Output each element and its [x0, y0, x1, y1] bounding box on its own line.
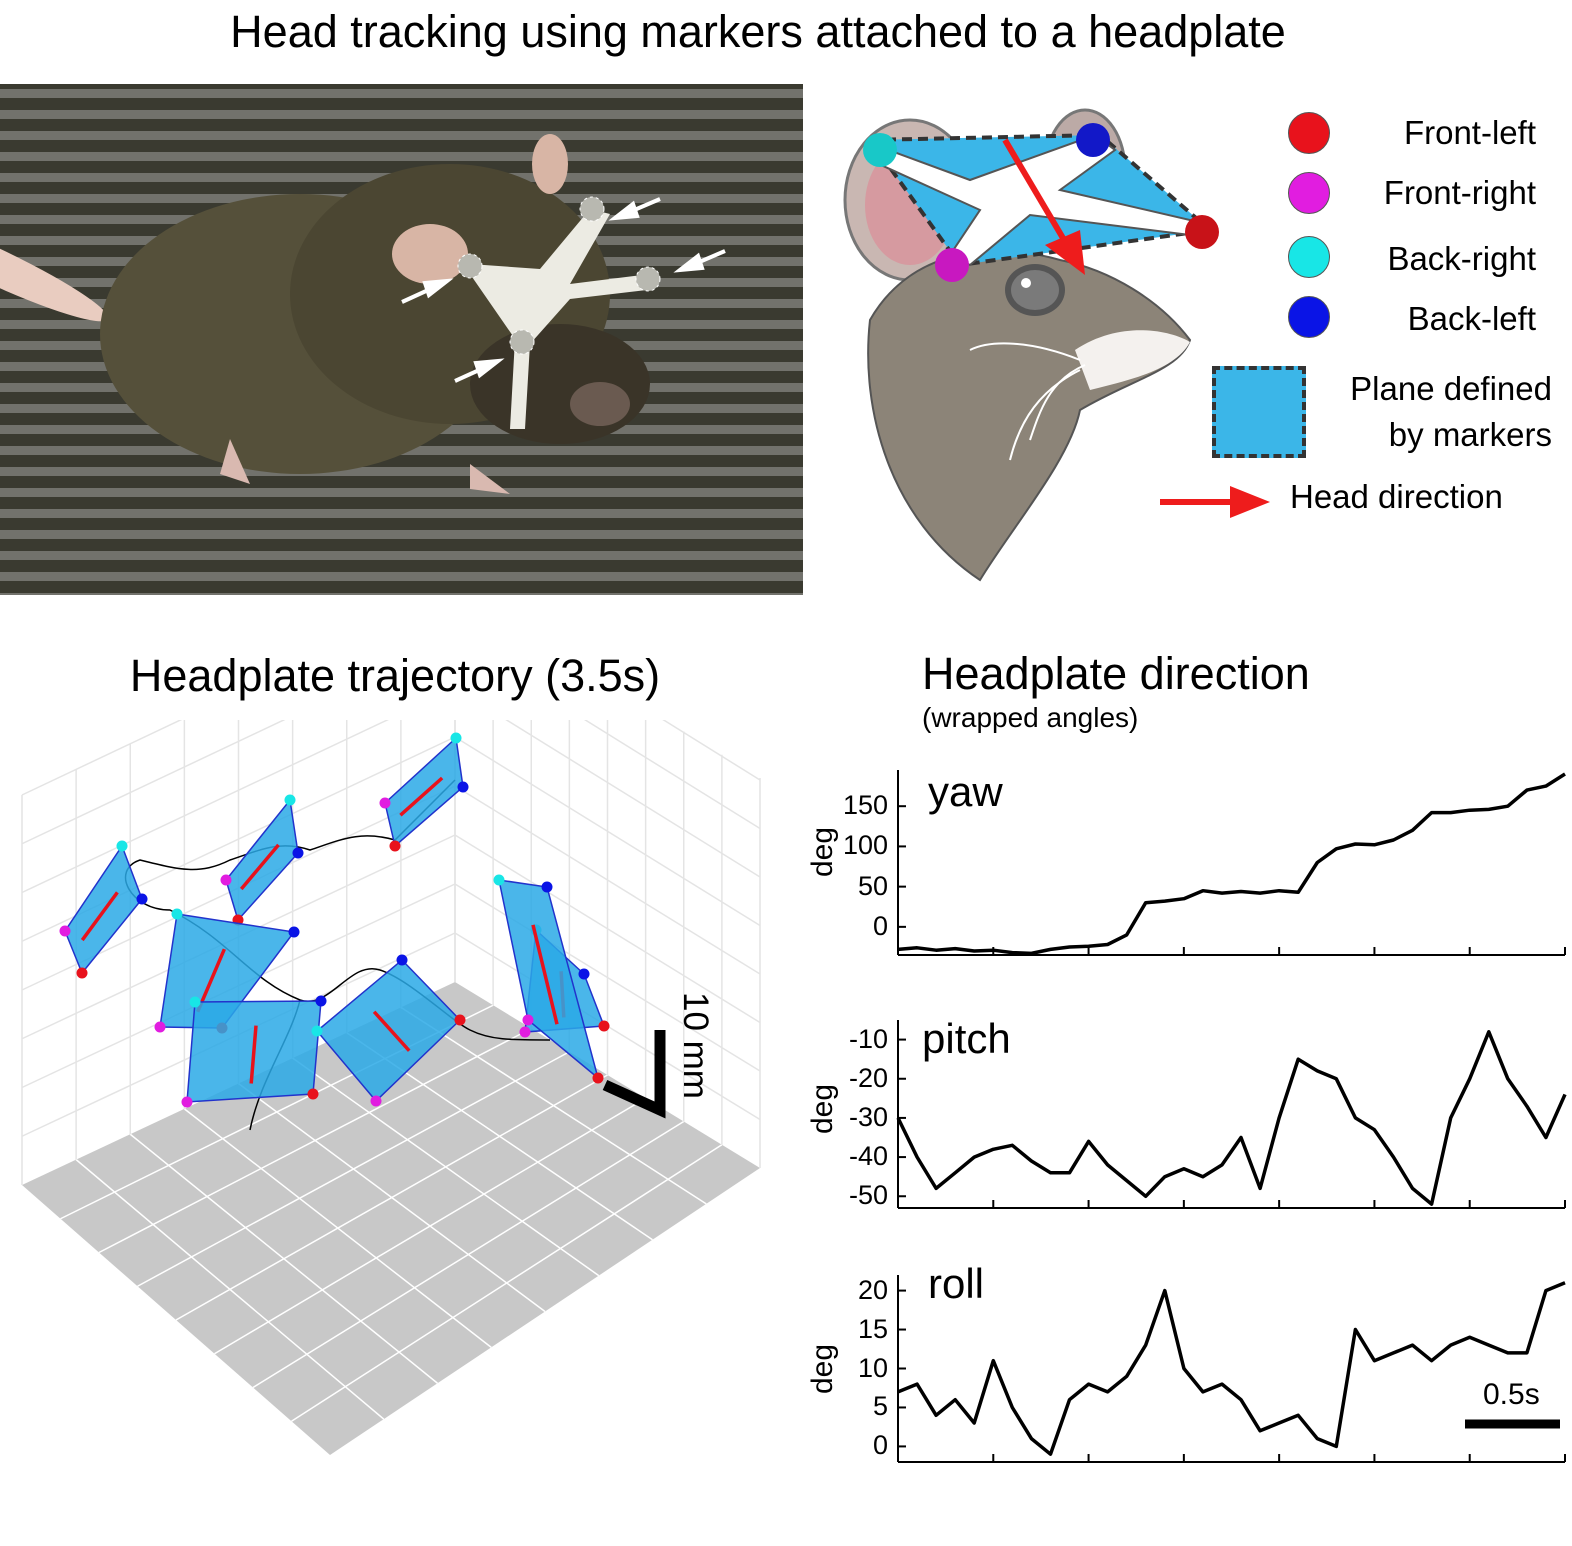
marker-dot: [315, 995, 327, 1007]
legend-label-back-left: Back-left: [1407, 300, 1536, 337]
direction-subtitle: (wrapped angles): [922, 702, 1139, 733]
legend-plane-label-line1: Plane defined: [1350, 370, 1552, 407]
head-direction-arrow: [239, 843, 280, 891]
legend-label-front-left: Front-left: [1403, 114, 1536, 151]
time-scale-bar-label: 0.5s: [1483, 1378, 1540, 1411]
trajectory-3d-plot: [21, 720, 761, 1455]
marker-dot: [541, 881, 553, 893]
legend-plane-label: Plane defined by markers: [1316, 366, 1552, 458]
yaw-y-tick-label: 0: [872, 910, 888, 941]
marker-dot: [288, 926, 300, 938]
pitch-y-tick-label: -50: [848, 1180, 888, 1211]
pitch-series-line: [896, 1030, 1567, 1206]
marker-dot: [189, 996, 201, 1008]
marker-dot: [389, 840, 401, 852]
marker-arrows: [401, 197, 726, 383]
pitch-y-tick-label: -30: [848, 1101, 888, 1132]
marker-dot: [171, 908, 183, 920]
head-direction-arrow: [249, 1025, 258, 1084]
legend-dot-back-left: [1288, 296, 1330, 338]
head-direction-arrow: [399, 776, 444, 817]
legend-label-back-right: Back-right: [1387, 240, 1536, 277]
mouse-photo: [0, 84, 803, 595]
roll-y-tick-label: 10: [857, 1352, 888, 1383]
head-direction-arrow: [531, 924, 559, 1025]
marker-dot: [136, 893, 148, 905]
yaw-series-line: [897, 772, 1566, 956]
head-direction-arrow: [80, 891, 119, 942]
marker-dot: [522, 1014, 534, 1026]
marker-dot: [598, 1020, 610, 1032]
direction-title: Headplate direction: [922, 648, 1310, 699]
legend-head-direction-arrow-icon: [1160, 486, 1270, 518]
pitch-y-tick-label: -40: [848, 1141, 888, 1172]
marker-dot: [592, 1072, 604, 1084]
marker-dot: [181, 1096, 193, 1108]
roll-y-tick-label: 15: [857, 1313, 888, 1344]
legend-plane-label-line2: by markers: [1388, 416, 1552, 453]
trajectory-title: Headplate trajectory (3.5s): [129, 650, 661, 701]
roll-series-line: [897, 1281, 1566, 1456]
marker-dot: [154, 1021, 166, 1033]
marker-dot: [284, 794, 296, 806]
pitch-y-tick-label: -20: [848, 1062, 888, 1093]
marker-dot: [116, 840, 128, 852]
yaw-plot-title: yaw: [928, 768, 1003, 815]
legend-plane-swatch: [1212, 366, 1306, 458]
yaw-y-tick-label: 50: [857, 870, 888, 901]
marker-dot: [396, 954, 408, 966]
pitch-y-tick-label: -10: [848, 1023, 888, 1054]
marker-dot: [457, 781, 469, 793]
marker-dot: [59, 925, 71, 937]
legend-label-front-right: Front-right: [1383, 174, 1536, 211]
figure-title: Head tracking using markers attached to …: [230, 6, 1286, 57]
legend-head-direction-label: Head direction: [1290, 478, 1503, 515]
yaw-y-tick-label: 100: [842, 830, 888, 861]
marker-dot: [450, 732, 462, 744]
mouse-head-illustration: [843, 108, 1219, 582]
marker-dot: [493, 874, 505, 886]
roll-y-tick-label: 5: [872, 1391, 888, 1422]
marker-dot: [578, 968, 590, 980]
yaw-y-tick-label: 150: [842, 790, 888, 821]
marker-dot: [454, 1014, 466, 1026]
marker-dot: [292, 847, 304, 859]
roll-y-tick-label: 0: [872, 1430, 888, 1461]
legend-dot-front-right: [1288, 172, 1330, 214]
legend-dot-front-left: [1288, 112, 1330, 154]
marker-dot: [220, 874, 232, 886]
head-direction-arrow: [372, 1010, 411, 1052]
marker-dot: [311, 1025, 323, 1037]
legend-dot-back-right: [1288, 236, 1330, 278]
marker-dot: [519, 1026, 531, 1038]
marker-dot: [379, 797, 391, 809]
marker-dot: [307, 1088, 319, 1100]
headplate-cross-icon: [457, 196, 661, 429]
marker-dot: [76, 967, 88, 979]
roll-plot-title: roll: [928, 1260, 985, 1307]
roll-y-tick-label: 20: [857, 1274, 888, 1305]
marker-dot: [370, 1095, 382, 1107]
pitch-plot-title: pitch: [922, 1015, 1011, 1062]
